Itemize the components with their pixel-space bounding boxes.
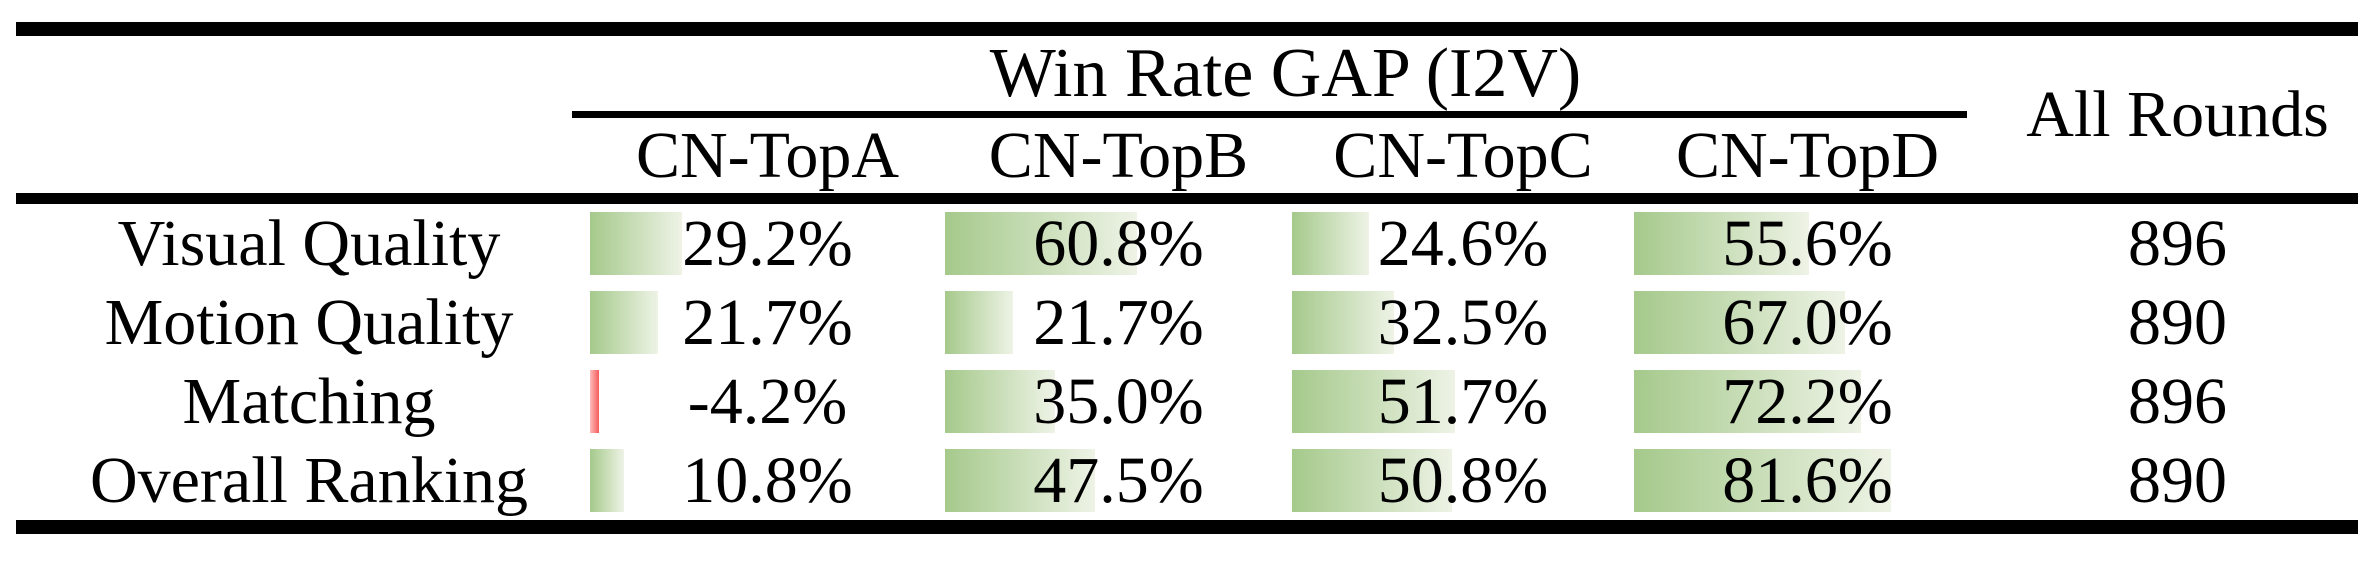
positive-data-bar xyxy=(1634,212,1810,275)
positive-data-bar xyxy=(1292,212,1370,275)
win-rate-cell: 50.8% xyxy=(1292,441,1634,520)
all-rounds-value: 890 xyxy=(2128,286,2227,359)
win-rate-cell: 72.2% xyxy=(1634,362,1981,441)
column-header-cn-topb: CN-TopB xyxy=(988,119,1249,192)
table-row: Motion Quality 21.7% 21.7% 32.5% 67.0% 890 xyxy=(0,283,2374,362)
win-rate-cell: 24.6% xyxy=(1292,204,1634,283)
win-rate-value: 51.7% xyxy=(1377,365,1549,438)
all-rounds-header: All Rounds xyxy=(2026,78,2329,151)
table-row: Overall Ranking 10.8% 47.5% 50.8% 81.6% 890 xyxy=(0,441,2374,520)
positive-data-bar xyxy=(945,291,1014,354)
win-rate-cell: -4.2% xyxy=(590,362,945,441)
all-rounds-value: 896 xyxy=(2128,365,2227,438)
win-rate-cell: 32.5% xyxy=(1292,283,1634,362)
table-row: Matching -4.2% 35.0% 51.7% 72.2% 896 xyxy=(0,362,2374,441)
win-rate-cell: 67.0% xyxy=(1634,283,1981,362)
group-underline-rule xyxy=(572,111,1967,118)
all-rounds-value: 896 xyxy=(2128,207,2227,280)
all-rounds-value: 890 xyxy=(2128,444,2227,517)
positive-data-bar xyxy=(1634,370,1862,433)
group-header-row: Win Rate GAP (I2V) xyxy=(0,36,2374,111)
win-rate-cell: 35.0% xyxy=(945,362,1292,441)
win-rate-value: 67.0% xyxy=(1722,286,1893,359)
positive-data-bar xyxy=(945,449,1095,512)
win-rate-cell: 21.7% xyxy=(945,283,1292,362)
header-body-rule xyxy=(16,193,2358,204)
win-rate-value: 24.6% xyxy=(1377,207,1549,280)
column-header-cn-topa: CN-TopA xyxy=(635,119,900,192)
column-header-row: CN-TopA CN-TopB CN-TopC CN-TopD xyxy=(0,118,2374,193)
group-header-title: Win Rate GAP (I2V) xyxy=(989,35,1582,112)
positive-data-bar xyxy=(590,449,625,512)
win-rate-cell: 21.7% xyxy=(590,283,945,362)
win-rate-value: 50.8% xyxy=(1377,444,1549,517)
positive-data-bar xyxy=(1292,370,1455,433)
row-label: Matching xyxy=(182,365,436,438)
row-label: Visual Quality xyxy=(117,207,501,280)
positive-data-bar xyxy=(945,370,1056,433)
positive-data-bar xyxy=(590,212,682,275)
top-rule xyxy=(16,22,2358,36)
positive-data-bar xyxy=(1634,449,1892,512)
column-header-cn-topc: CN-TopC xyxy=(1333,119,1593,192)
win-rate-value: 10.8% xyxy=(682,444,853,517)
positive-data-bar xyxy=(1292,449,1453,512)
win-rate-value: 72.2% xyxy=(1722,365,1893,438)
positive-data-bar xyxy=(1292,291,1395,354)
win-rate-value: 60.8% xyxy=(1033,207,1204,280)
positive-data-bar xyxy=(590,291,659,354)
win-rate-cell: 51.7% xyxy=(1292,362,1634,441)
win-rate-cell: 47.5% xyxy=(945,441,1292,520)
positive-data-bar xyxy=(945,212,1137,275)
win-rate-value: 47.5% xyxy=(1033,444,1204,517)
table-row: Visual Quality 29.2% 60.8% 24.6% 55.6% 896 xyxy=(0,204,2374,283)
group-underline-row xyxy=(0,111,2374,118)
column-header-cn-topd: CN-TopD xyxy=(1675,119,1940,192)
win-rate-cell: 60.8% xyxy=(945,204,1292,283)
win-rate-value: 81.6% xyxy=(1722,444,1893,517)
win-rate-value: 35.0% xyxy=(1033,365,1204,438)
table-body: Visual Quality 29.2% 60.8% 24.6% 55.6% 896 Mot… xyxy=(0,204,2374,520)
win-rate-cell: 55.6% xyxy=(1634,204,1981,283)
win-rate-value: 29.2% xyxy=(682,207,853,280)
win-rate-value: 55.6% xyxy=(1722,207,1893,280)
win-rate-value: 32.5% xyxy=(1377,286,1549,359)
win-rate-cell: 10.8% xyxy=(590,441,945,520)
negative-data-bar xyxy=(590,370,600,433)
row-label: Motion Quality xyxy=(104,286,514,359)
win-rate-cell: 81.6% xyxy=(1634,441,1981,520)
corner-cell xyxy=(0,118,590,193)
row-label: Overall Ranking xyxy=(89,444,529,517)
win-rate-value: -4.2% xyxy=(687,365,848,438)
top-margin xyxy=(0,0,2374,22)
win-rate-value: 21.7% xyxy=(1033,286,1204,359)
positive-data-bar xyxy=(1634,291,1846,354)
win-rate-cell: 29.2% xyxy=(590,204,945,283)
bottom-rule xyxy=(16,520,2358,534)
win-rate-value: 21.7% xyxy=(682,286,853,359)
